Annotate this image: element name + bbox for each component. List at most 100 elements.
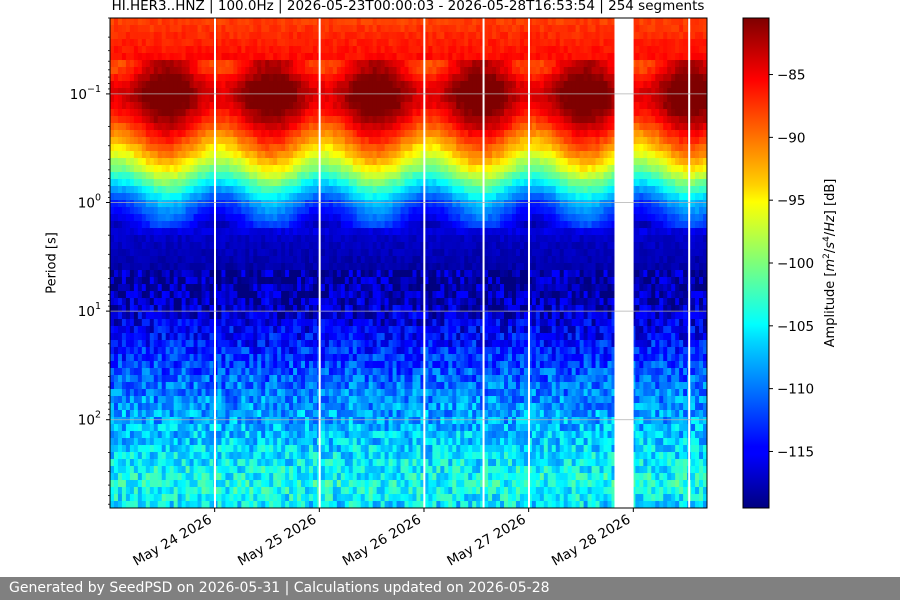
heatmap-cell [153,116,159,124]
heatmap-cell [257,74,262,82]
heatmap-cell [197,480,203,488]
heatmap-cell [388,340,394,348]
heatmap-cell [229,298,234,306]
heatmap-cell [245,46,250,54]
heatmap-cell [189,375,195,383]
heatmap-cell [253,452,258,460]
heatmap-cell [157,340,163,348]
heatmap-cell [185,459,191,467]
heatmap-cell [237,382,242,390]
heatmap-cell [253,249,258,257]
heatmap-cell [273,382,278,390]
heatmap-cell [277,53,282,61]
heatmap-cell [277,270,282,278]
heatmap-cell [344,347,350,355]
heatmap-cell [297,494,302,502]
heatmap-cell [380,109,386,117]
heatmap-cell [241,130,246,138]
heatmap-cell [285,249,290,257]
heatmap-cell [293,88,298,96]
heatmap-cell [293,312,298,320]
heatmap-cell [157,109,163,117]
heatmap-cell [364,501,370,508]
heatmap-cell [157,137,163,145]
heatmap-cell [193,235,199,243]
heatmap-cell [301,438,306,446]
heatmap-cell [125,165,131,173]
heatmap-cell [110,200,115,208]
heatmap-cell [305,53,310,61]
heatmap-cell [281,480,286,488]
heatmap-cell [344,473,350,481]
heatmap-cell [320,424,326,432]
heatmap-cell [265,298,270,306]
heatmap-cell [197,235,203,243]
heatmap-cell [336,102,342,110]
heatmap-cell [113,256,119,264]
heatmap-cell [281,214,286,222]
heatmap-cell [305,354,310,362]
heatmap-cell [265,74,270,82]
heatmap-cell [133,424,139,432]
heatmap-cell [289,361,294,369]
heatmap-cell [221,242,227,250]
heatmap-cell [165,368,171,376]
heatmap-cell [209,53,215,61]
heatmap-cell [133,431,139,439]
heatmap-cell [305,95,310,103]
heatmap-cell [189,396,195,404]
heatmap-cell [237,361,242,369]
heatmap-cell [257,200,262,208]
heatmap-cell [189,256,195,264]
heatmap-cell [137,312,143,320]
heatmap-cell [324,249,330,257]
heatmap-cell [225,256,230,264]
heatmap-cell [273,389,278,397]
heatmap-cell [173,354,179,362]
heatmap-cell [161,501,167,508]
heatmap-cell [352,396,358,404]
heatmap-cell [305,186,310,194]
heatmap-cell [344,165,350,173]
heatmap-cell [372,95,378,103]
heatmap-cell [193,123,199,131]
heatmap-cell [173,291,179,299]
heatmap-cell [380,95,386,103]
heatmap-cell [301,18,306,26]
heatmap-cell [221,445,227,453]
heatmap-cell [301,53,306,61]
heatmap-cell [273,200,278,208]
heatmap-cell [257,25,262,33]
heatmap-cell [301,46,306,54]
heatmap-cell [293,186,298,194]
heatmap-cell [173,172,179,180]
heatmap-cell [157,81,163,89]
heatmap-cell [261,25,266,33]
heatmap-cell [177,340,183,348]
heatmap-cell [245,354,250,362]
heatmap-cell [249,25,254,33]
heatmap-cell [121,417,127,425]
heatmap-cell [352,158,358,166]
heatmap-cell [368,137,374,145]
heatmap-cell [177,417,183,425]
heatmap-cell [380,39,386,47]
heatmap-cell [185,144,191,152]
heatmap-cell [348,431,354,439]
heatmap-cell [169,102,175,110]
heatmap-cell [372,46,378,54]
heatmap-cell [344,270,350,278]
heatmap-cell [121,193,127,201]
heatmap-cell [281,109,286,117]
heatmap-cell [352,431,358,439]
heatmap-cell [193,487,199,495]
heatmap-cell [157,368,163,376]
heatmap-cell [241,249,246,257]
heatmap-cell [253,123,258,131]
heatmap-cell [245,403,250,411]
heatmap-cell [281,249,286,257]
heatmap-cell [177,263,183,271]
heatmap-cell [324,53,330,61]
heatmap-cell [229,179,234,187]
